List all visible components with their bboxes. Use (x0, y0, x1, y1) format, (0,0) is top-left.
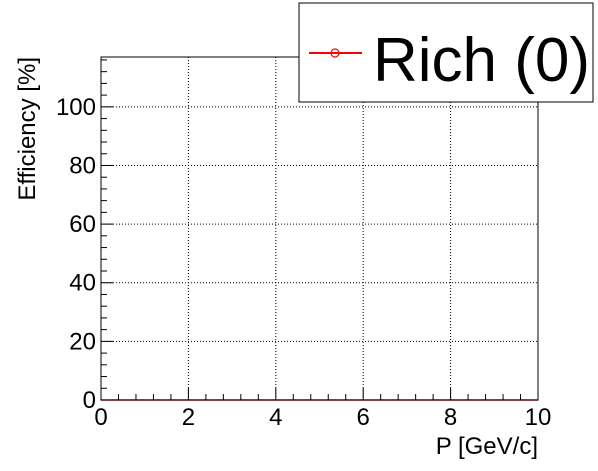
legend-marker-circle (330, 48, 340, 58)
y-tick-label: 80 (69, 152, 96, 179)
x-tick-labels: 0 2 4 6 8 10 (94, 404, 551, 431)
y-tick-labels: 0 20 40 60 80 100 (56, 94, 96, 414)
y-tick-label: 0 (83, 387, 96, 414)
x-tick-label: 4 (269, 404, 282, 431)
y-tick-label: 100 (56, 94, 96, 121)
grid-lines (101, 57, 538, 400)
y-axis-label: Efficiency [%] (14, 57, 41, 201)
legend-entry-label: Rich (0) (373, 26, 590, 95)
y-tick-label: 60 (69, 211, 96, 238)
x-tick-label: 2 (182, 404, 195, 431)
x-tick-label: 10 (525, 404, 552, 431)
plot-frame (100, 56, 539, 401)
y-tick-label: 20 (69, 328, 96, 355)
x-tick-label: 8 (444, 404, 457, 431)
axis-ticks (100, 59, 539, 401)
y-tick-label: 40 (69, 270, 96, 297)
x-axis-label: P [GeV/c] (436, 433, 538, 460)
x-tick-label: 6 (357, 404, 370, 431)
legend: Rich (0) (298, 2, 594, 103)
x-tick-label: 0 (94, 404, 107, 431)
